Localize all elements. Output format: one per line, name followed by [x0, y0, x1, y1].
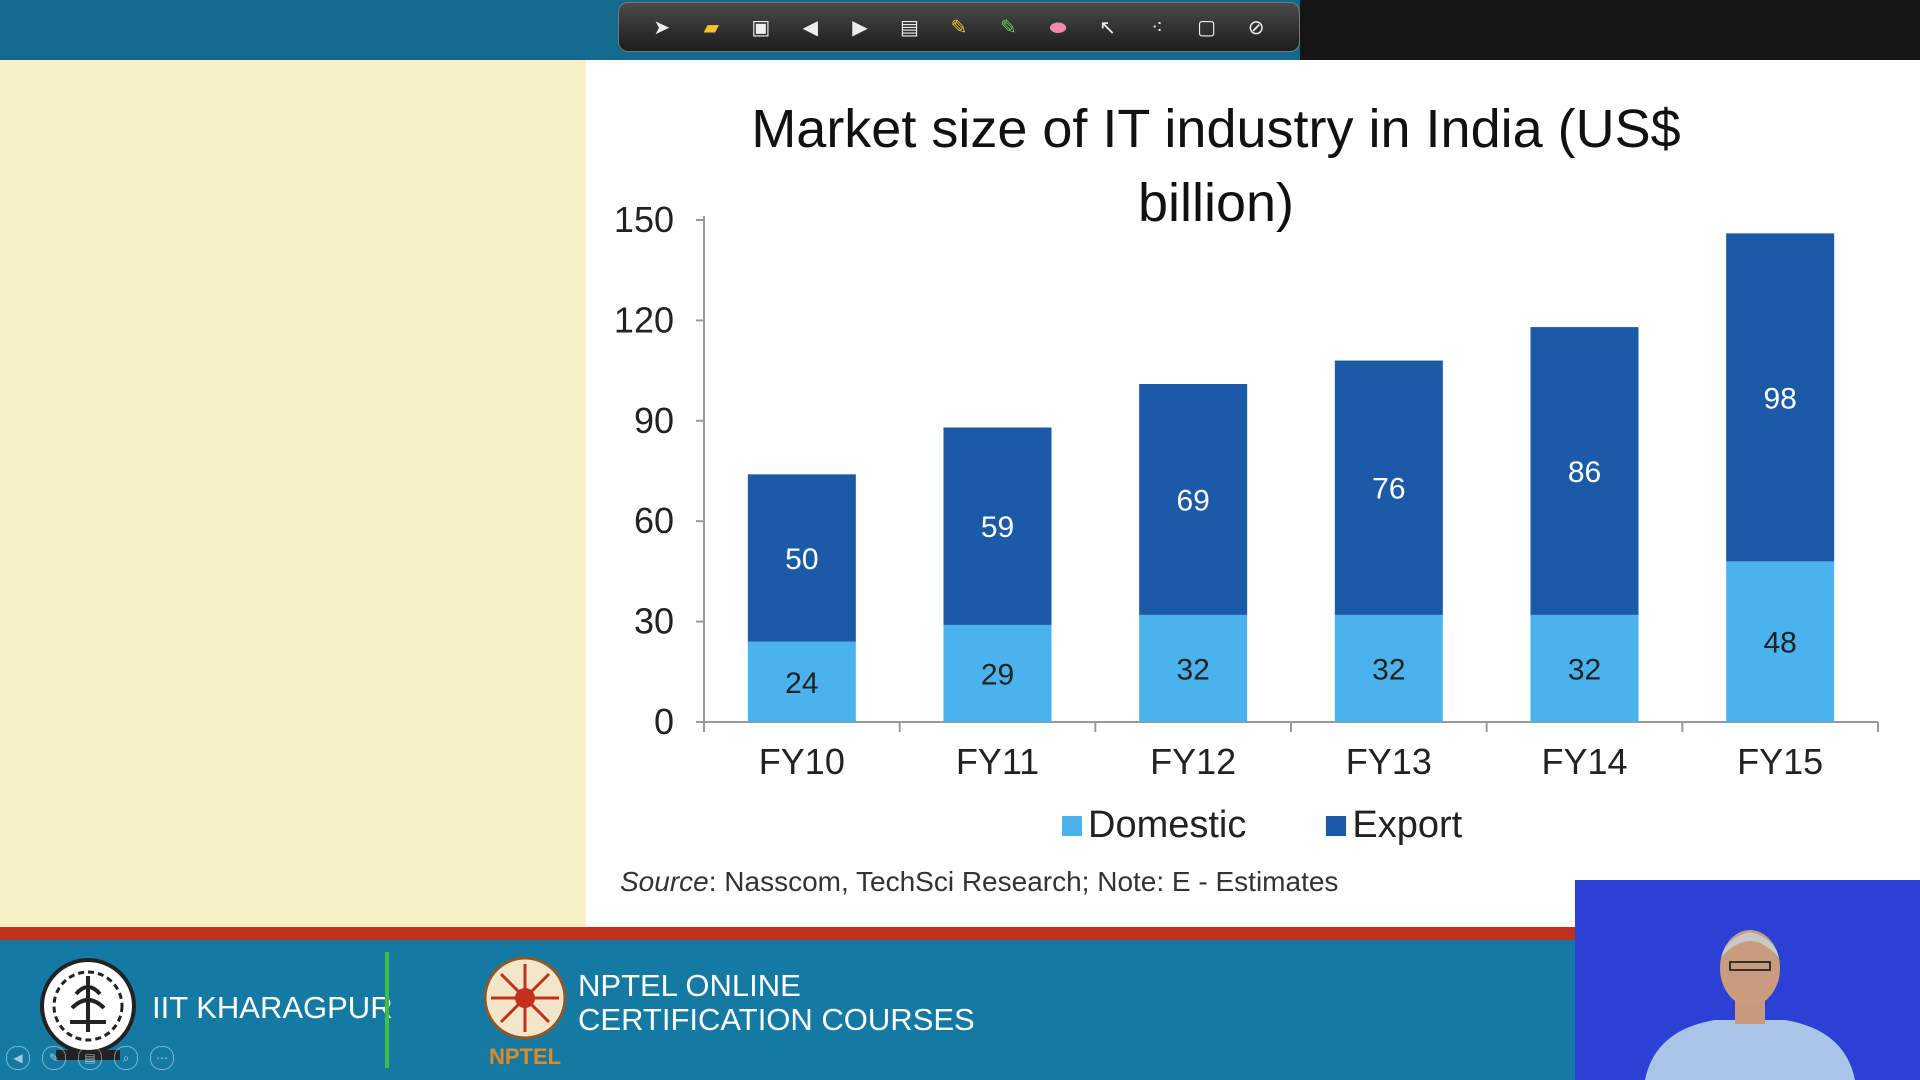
bar-domestic-fy15: [1726, 561, 1835, 722]
bar-export-fy11: [943, 427, 1052, 625]
presenter-figure: [1575, 880, 1920, 1080]
data-label-domestic-fy14: 32: [1568, 653, 1601, 686]
bar-export-fy13: [1334, 360, 1443, 615]
save-icon[interactable]: ▣: [751, 15, 771, 39]
bar-export-fy10: [747, 474, 856, 642]
source-note: Source: Nasscom, TechSci Research; Note:…: [620, 866, 1338, 898]
pen-icon[interactable]: ✎: [950, 15, 968, 39]
y-tick-label: 60: [634, 500, 674, 541]
previous-page-icon[interactable]: ◀: [802, 15, 819, 39]
slides-icon[interactable]: ▤: [899, 15, 919, 39]
left-blank-panel: [0, 60, 586, 927]
presenter-video: [1575, 880, 1920, 1080]
data-label-domestic-fy12: 32: [1176, 653, 1209, 686]
legend-item-export: Export: [1326, 804, 1462, 847]
source-label: Source: [620, 866, 709, 897]
footer-divider: [385, 952, 389, 1068]
eraser-icon[interactable]: ⬬: [1049, 15, 1067, 39]
legend-label-export: Export: [1352, 804, 1463, 846]
chart-title-line-1: Market size of IT industry in India (US$: [751, 99, 1681, 159]
bar-domestic-fy14: [1530, 614, 1639, 722]
data-label-export-fy13: 76: [1372, 473, 1405, 506]
institute-name: IIT KHARAGPUR: [152, 990, 393, 1025]
footer: IIT KHARAGPUR NPTEL NPTEL ONLINE CERTIFI…: [0, 940, 1575, 1080]
slide-nav-controls: ◀ ✎ ▤ ⌕ ⋯: [6, 1046, 174, 1070]
bar-domestic-fy13: [1334, 614, 1443, 722]
chart-title-line-2: billion): [1137, 173, 1295, 233]
data-label-domestic-fy13: 32: [1372, 653, 1405, 686]
bar-domestic-fy10: [747, 641, 856, 722]
legend-label-domestic: Domestic: [1088, 804, 1247, 846]
data-label-export-fy10: 50: [785, 543, 818, 576]
annotation-toolbar: ➤ ▰ ▣ ◀ ▶ ▤ ✎ ✎ ⬬ ↖ ⁖ ▢ ⊘: [618, 2, 1300, 52]
x-tick-label: FY13: [1346, 741, 1432, 782]
slide: Market size of IT industry in India (US$…: [586, 60, 1920, 927]
bar-export-fy14: [1530, 327, 1639, 615]
x-tick-label: FY12: [1150, 741, 1236, 782]
more-options-icon[interactable]: ⋯: [150, 1046, 174, 1070]
nptel-logo-icon: [483, 956, 567, 1040]
footer-red-line: [0, 927, 1575, 940]
bar-export-fy12: [1139, 383, 1248, 615]
data-label-domestic-fy11: 29: [981, 658, 1014, 691]
x-tick-label: FY10: [759, 741, 845, 782]
legend-swatch-domestic: [1062, 815, 1082, 836]
chart: 0 30 60 90 120 150 24 50 FY10 29 59 FY11 32 69 FY12 32 7…: [614, 199, 1879, 782]
zoom-icon[interactable]: ⌕: [114, 1046, 138, 1070]
clear-icon[interactable]: ▢: [1197, 15, 1217, 39]
data-label-export-fy15: 98: [1763, 382, 1796, 415]
highlighter-icon[interactable]: ✎: [1000, 15, 1017, 39]
bar-domestic-fy12: [1139, 614, 1248, 722]
top-bar: ➤ ▰ ▣ ◀ ▶ ▤ ✎ ✎ ⬬ ↖ ⁖ ▢ ⊘: [0, 0, 1920, 60]
top-bar-dark-region: [1300, 0, 1920, 60]
pen-menu-icon[interactable]: ✎: [42, 1046, 66, 1070]
nptel-logo-text: NPTEL: [488, 1044, 562, 1069]
legend-item-domestic: Domestic: [1062, 804, 1246, 847]
chart-title: Market size of IT industry in India (US$…: [686, 92, 1746, 240]
data-label-export-fy11: 59: [981, 511, 1014, 544]
bar-domestic-fy11: [943, 624, 1052, 722]
data-label-export-fy14: 86: [1568, 456, 1601, 489]
x-tick-label: FY15: [1737, 741, 1823, 782]
nptel-title-line-1: NPTEL ONLINE: [578, 968, 801, 1003]
y-tick-label: 0: [654, 701, 674, 742]
slides-menu-icon[interactable]: ▤: [78, 1046, 102, 1070]
arrow-pointer-icon[interactable]: ➤: [653, 15, 671, 39]
prev-slide-icon[interactable]: ◀: [6, 1046, 30, 1070]
legend: Domestic Export: [1062, 804, 1462, 847]
data-label-export-fy12: 69: [1176, 484, 1209, 517]
nptel-title-line-2: CERTIFICATION COURSES: [578, 1002, 975, 1037]
source-text: : Nasscom, TechSci Research; Note: E - E…: [708, 866, 1339, 897]
data-label-domestic-fy10: 24: [785, 667, 818, 700]
folder-icon[interactable]: ▰: [703, 15, 719, 39]
bar-export-fy15: [1726, 233, 1835, 562]
x-tick-label: FY11: [956, 741, 1039, 782]
data-label-domestic-fy15: 48: [1763, 627, 1796, 660]
legend-swatch-export: [1326, 815, 1347, 836]
next-page-icon[interactable]: ▶: [852, 15, 868, 39]
y-tick-label: 150: [614, 199, 674, 240]
laser-pointer-icon[interactable]: ⁖: [1151, 15, 1163, 39]
cursor-icon[interactable]: ↖: [1099, 15, 1116, 39]
y-tick-label: 90: [634, 400, 674, 441]
y-tick-label: 30: [634, 601, 674, 642]
y-tick-label: 120: [614, 299, 674, 340]
x-tick-label: FY14: [1541, 741, 1627, 782]
close-icon[interactable]: ⊘: [1247, 15, 1265, 39]
